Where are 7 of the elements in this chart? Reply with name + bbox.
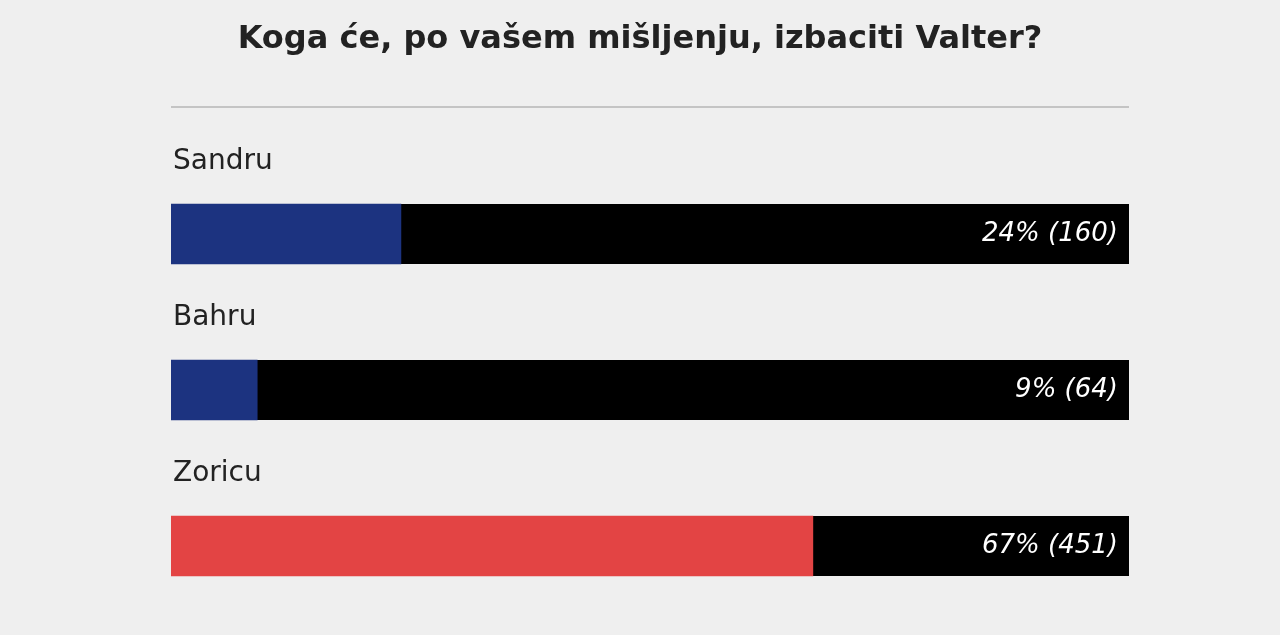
y-tick-label: Zoricu (173, 455, 262, 489)
data-label: 67% (451) (982, 528, 1118, 559)
data-label: 9% (64) (1015, 372, 1118, 403)
y-tick-label: Sandru (173, 143, 273, 177)
data-label: 24% (160) (982, 216, 1118, 247)
y-tick-label: Bahru (173, 299, 257, 333)
chart-title: Koga će, po vašem mišljenju, izbaciti Valter? (236, 18, 1044, 56)
